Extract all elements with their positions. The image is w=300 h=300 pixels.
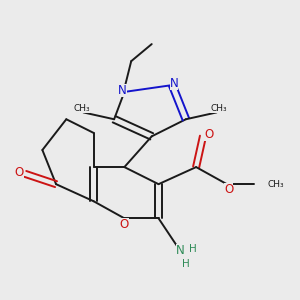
Text: O: O [205,128,214,141]
Text: N: N [118,84,127,97]
Text: CH₃: CH₃ [268,180,284,189]
Text: CH₃: CH₃ [210,104,226,113]
Text: H: H [182,260,190,269]
Text: O: O [224,183,233,196]
Text: O: O [14,166,24,179]
Text: N: N [176,244,185,257]
Text: CH₃: CH₃ [74,104,90,113]
Text: O: O [120,218,129,231]
Text: N: N [169,77,178,90]
Text: H: H [189,244,196,254]
